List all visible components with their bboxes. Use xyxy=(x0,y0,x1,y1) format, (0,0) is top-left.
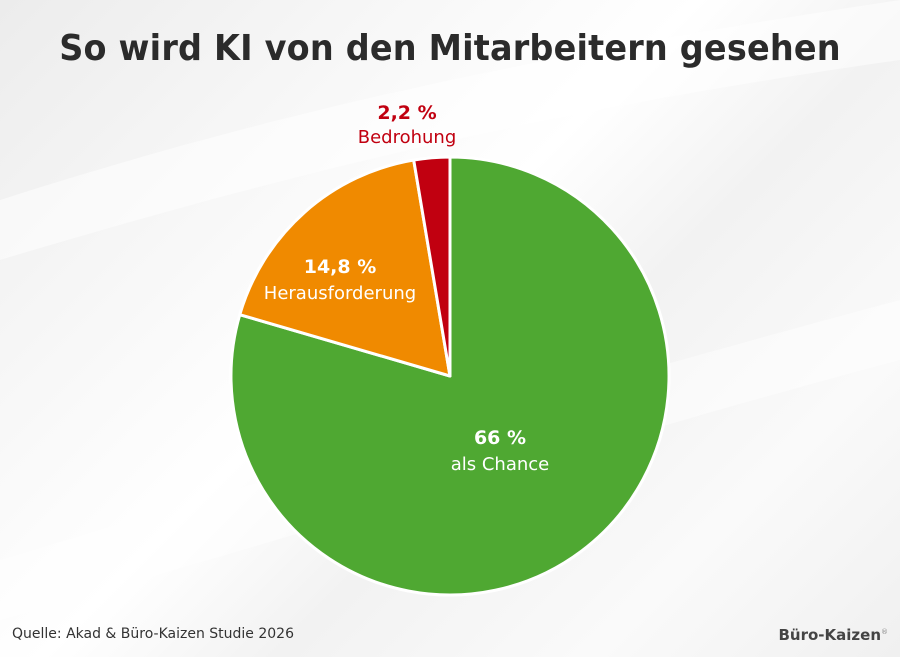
registered-mark: ® xyxy=(881,628,888,636)
brand-name: Büro-Kaizen xyxy=(778,626,881,644)
pie-slice-bedrohung xyxy=(412,155,452,378)
data-label-category: als Chance xyxy=(451,454,550,475)
chart-title: So wird KI von den Mitarbeitern gesehen xyxy=(59,28,841,69)
data-label-value: 66 % xyxy=(474,427,526,449)
data-label-category: Bedrohung xyxy=(358,127,457,148)
data-label-value: 2,2 % xyxy=(377,102,436,124)
brand-logo: Büro-Kaizen® xyxy=(778,626,888,644)
data-label-value: 14,8 % xyxy=(304,256,377,278)
pie-slice-herausforderung xyxy=(238,158,452,378)
source-note: Quelle: Akad & Büro-Kaizen Studie 2026 xyxy=(12,626,294,642)
data-label-category: Herausforderung xyxy=(264,283,416,304)
